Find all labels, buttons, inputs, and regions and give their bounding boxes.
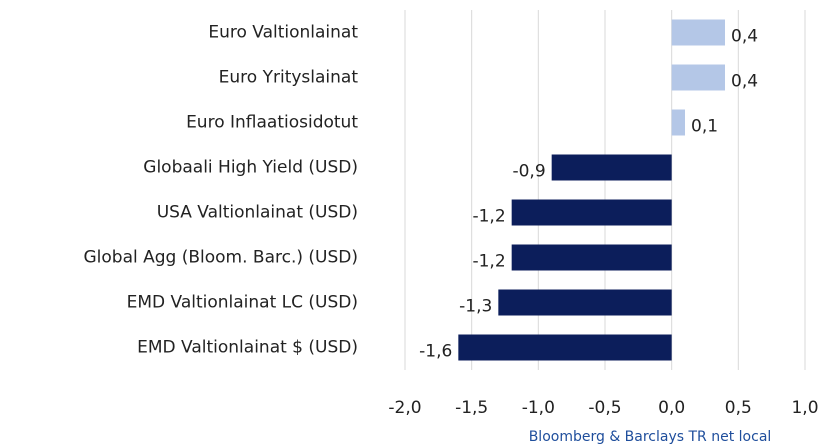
x-tick-label: 1,0 — [791, 398, 818, 418]
bar — [511, 244, 672, 271]
y-tick-label: USA Valtionlainat (USD) — [157, 203, 358, 223]
source: Bloomberg & Barclays TR net local — [529, 429, 772, 445]
x-tick-label: -0,5 — [588, 398, 621, 418]
value-label: 0,4 — [731, 72, 758, 92]
bar — [498, 289, 672, 316]
value-label: -1,3 — [459, 297, 492, 317]
value-label: 0,1 — [691, 117, 718, 137]
value-label: 0,4 — [731, 27, 758, 47]
x-tick-label: -2,0 — [388, 398, 421, 418]
y-tick-label: EMD Valtionlainat $ (USD) — [137, 338, 358, 358]
y-tick-label: Global Agg (Bloom. Barc.) (USD) — [83, 248, 358, 268]
bar — [671, 64, 725, 91]
bar — [671, 109, 685, 136]
bar — [511, 199, 672, 226]
y-tick-label: Globaali High Yield (USD) — [143, 158, 358, 178]
bar — [671, 19, 725, 46]
x-tick-label: -1,5 — [455, 398, 488, 418]
bar — [551, 154, 672, 181]
value-label: -1,2 — [472, 252, 505, 272]
y-tick-label: Euro Yrityslainat — [219, 68, 359, 88]
y-tick-label: EMD Valtionlainat LC (USD) — [127, 293, 358, 313]
x-tick-label: 0,5 — [725, 398, 752, 418]
y-tick-label: Euro Inflaatiosidotut — [186, 113, 358, 133]
x-tick-label: 0,0 — [658, 398, 685, 418]
value-label: -1,6 — [419, 342, 452, 362]
bar — [458, 334, 672, 361]
y-tick-label: Euro Valtionlainat — [208, 23, 358, 43]
value-label: -0,9 — [512, 162, 545, 182]
x-tick-label: -1,0 — [522, 398, 555, 418]
value-label: -1,2 — [472, 207, 505, 227]
